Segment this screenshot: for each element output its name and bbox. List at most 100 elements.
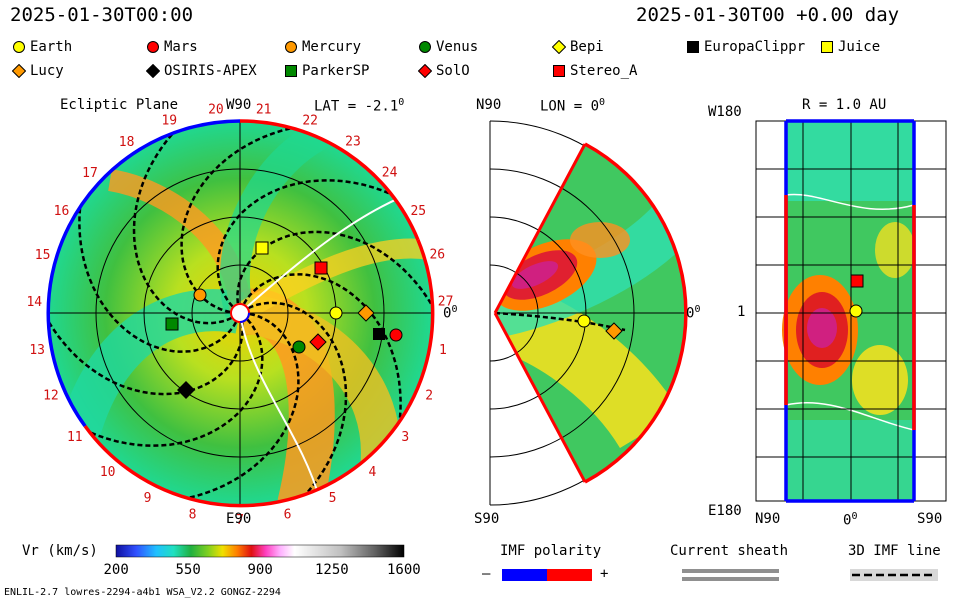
legend-symbol-icon (13, 41, 25, 53)
carrington-tick-22: 22 (302, 113, 318, 128)
legend-label: ParkerSP (302, 63, 370, 79)
carrington-tick-2: 2 (425, 389, 433, 404)
legend-symbol-icon (285, 65, 297, 77)
legend-symbol-icon (285, 41, 297, 53)
legend-symbol-icon (552, 40, 566, 54)
earth-marker (329, 306, 343, 320)
venus-marker (292, 340, 306, 354)
lucy-marker (357, 304, 375, 322)
colorbar (115, 544, 405, 558)
carrington-tick-25: 25 (410, 204, 426, 219)
current-sheath-label: Current sheath (670, 543, 789, 559)
legend-item-solo: SolO (418, 63, 470, 79)
carrington-tick-13: 13 (29, 343, 45, 358)
carrington-tick-11: 11 (67, 430, 83, 445)
carrington-tick-19: 19 (161, 114, 177, 129)
legend-item-mars: Mars (146, 39, 198, 55)
legend-label: Stereo_A (570, 63, 638, 79)
carrington-tick-17: 17 (82, 166, 98, 181)
legend-symbol-icon (821, 41, 833, 53)
legend-item-venus: Venus (418, 39, 478, 55)
carrington-tick-9: 9 (144, 491, 152, 506)
colorbar-label: Vr (km/s) (22, 543, 98, 559)
legend-symbol-icon (12, 64, 26, 78)
carrington-tick-7: 7 (236, 513, 244, 528)
imf-spiral-line (69, 318, 264, 447)
radial-bottom-zero: 00 (843, 511, 858, 529)
legend-item-bepi: Bepi (552, 39, 604, 55)
stereo-a-marker (314, 261, 328, 275)
legend-symbol-icon (418, 64, 432, 78)
carrington-tick-18: 18 (119, 135, 135, 150)
imf-spiral-line (248, 301, 348, 505)
imf-line-label: 3D IMF line (848, 543, 941, 559)
imf-spiral-line (236, 230, 432, 325)
legend-item-stereo-a: Stereo_A (552, 63, 637, 79)
legend-symbol-icon (687, 41, 699, 53)
mercury-marker (193, 288, 207, 302)
radial-bottom-s90: S90 (917, 511, 943, 527)
carrington-tick-1: 1 (439, 343, 447, 358)
ecliptic-right-label: 00 (443, 304, 458, 322)
ecliptic-lat-label: LAT = -2.10 (314, 97, 405, 115)
legend-symbol-icon (553, 65, 565, 77)
radial-bottom-n90: N90 (755, 511, 781, 527)
radial-panel (755, 119, 947, 503)
datetime-left: 2025-01-30T00:00 (10, 4, 194, 26)
solo-marker (309, 333, 327, 351)
imf-neg-bar (502, 569, 547, 581)
imf-spiral-line (48, 301, 244, 396)
legend-item-juice: Juice (820, 39, 880, 55)
footer-model: ENLIL-2.7 lowres-2294-a4b1 WSA_V2.2 GONG… (4, 587, 281, 598)
current-sheath-bar (682, 569, 779, 573)
imf-spiral-line (78, 185, 238, 353)
carrington-tick-16: 16 (54, 204, 70, 219)
carrington-tick-24: 24 (382, 165, 398, 180)
imf-spiral-line (242, 273, 402, 441)
colorbar-tick-label: 1250 (315, 562, 349, 578)
meridional-bottom-label: S90 (474, 511, 500, 527)
legend-symbol-icon (419, 41, 431, 53)
meridional-panel (489, 120, 688, 506)
mer-earth-marker (577, 314, 591, 328)
osiris-apex-marker (177, 381, 195, 399)
legend-item-mercury: Mercury (284, 39, 361, 55)
colorbar-tick-label: 550 (175, 562, 201, 578)
carrington-tick-6: 6 (284, 507, 292, 522)
carrington-tick-27: 27 (438, 295, 454, 310)
imf-spiral-line (132, 121, 232, 325)
carrington-tick-26: 26 (429, 248, 445, 263)
carrington-tick-10: 10 (100, 465, 116, 480)
legend-item-parkersp: ParkerSP (284, 63, 369, 79)
imf-minus-label: – (482, 566, 491, 582)
parkersp-marker (165, 317, 179, 331)
legend-label: EuropaClippr (704, 39, 806, 55)
legend-symbol-icon (147, 41, 159, 53)
carrington-tick-3: 3 (401, 430, 409, 445)
legend-label: Mars (164, 39, 198, 55)
meridional-right-label: 00 (686, 304, 701, 322)
legend-label: Bepi (570, 39, 604, 55)
carrington-tick-15: 15 (35, 248, 51, 263)
radial-title: R = 1.0 AU (802, 97, 887, 113)
imf-spiral-line (167, 312, 300, 503)
colorbar-tick-label: 200 (103, 562, 129, 578)
carrington-tick-12: 12 (43, 389, 59, 404)
meridional-top-label: N90 (476, 97, 502, 113)
mer-lucy-marker (605, 322, 623, 340)
legend-item-europaclippr: EuropaClippr (686, 39, 805, 55)
datetime-right: 2025-01-30T00 +0.00 day (636, 4, 900, 26)
rad-stereo-a-marker (850, 274, 864, 288)
legend-label: OSIRIS-APEX (164, 63, 257, 79)
legend-label: SolO (436, 63, 470, 79)
carrington-tick-5: 5 (329, 491, 337, 506)
legend-label: Lucy (30, 63, 64, 79)
carrington-tick-23: 23 (345, 135, 361, 150)
ecliptic-bottom-label: E90 (226, 511, 252, 527)
europaclippr-marker (373, 328, 385, 340)
carrington-tick-20: 20 (208, 102, 224, 117)
legend-label: Venus (436, 39, 479, 55)
radial-mid-label: 1 (737, 304, 746, 320)
imf-spiral-line (216, 179, 411, 308)
